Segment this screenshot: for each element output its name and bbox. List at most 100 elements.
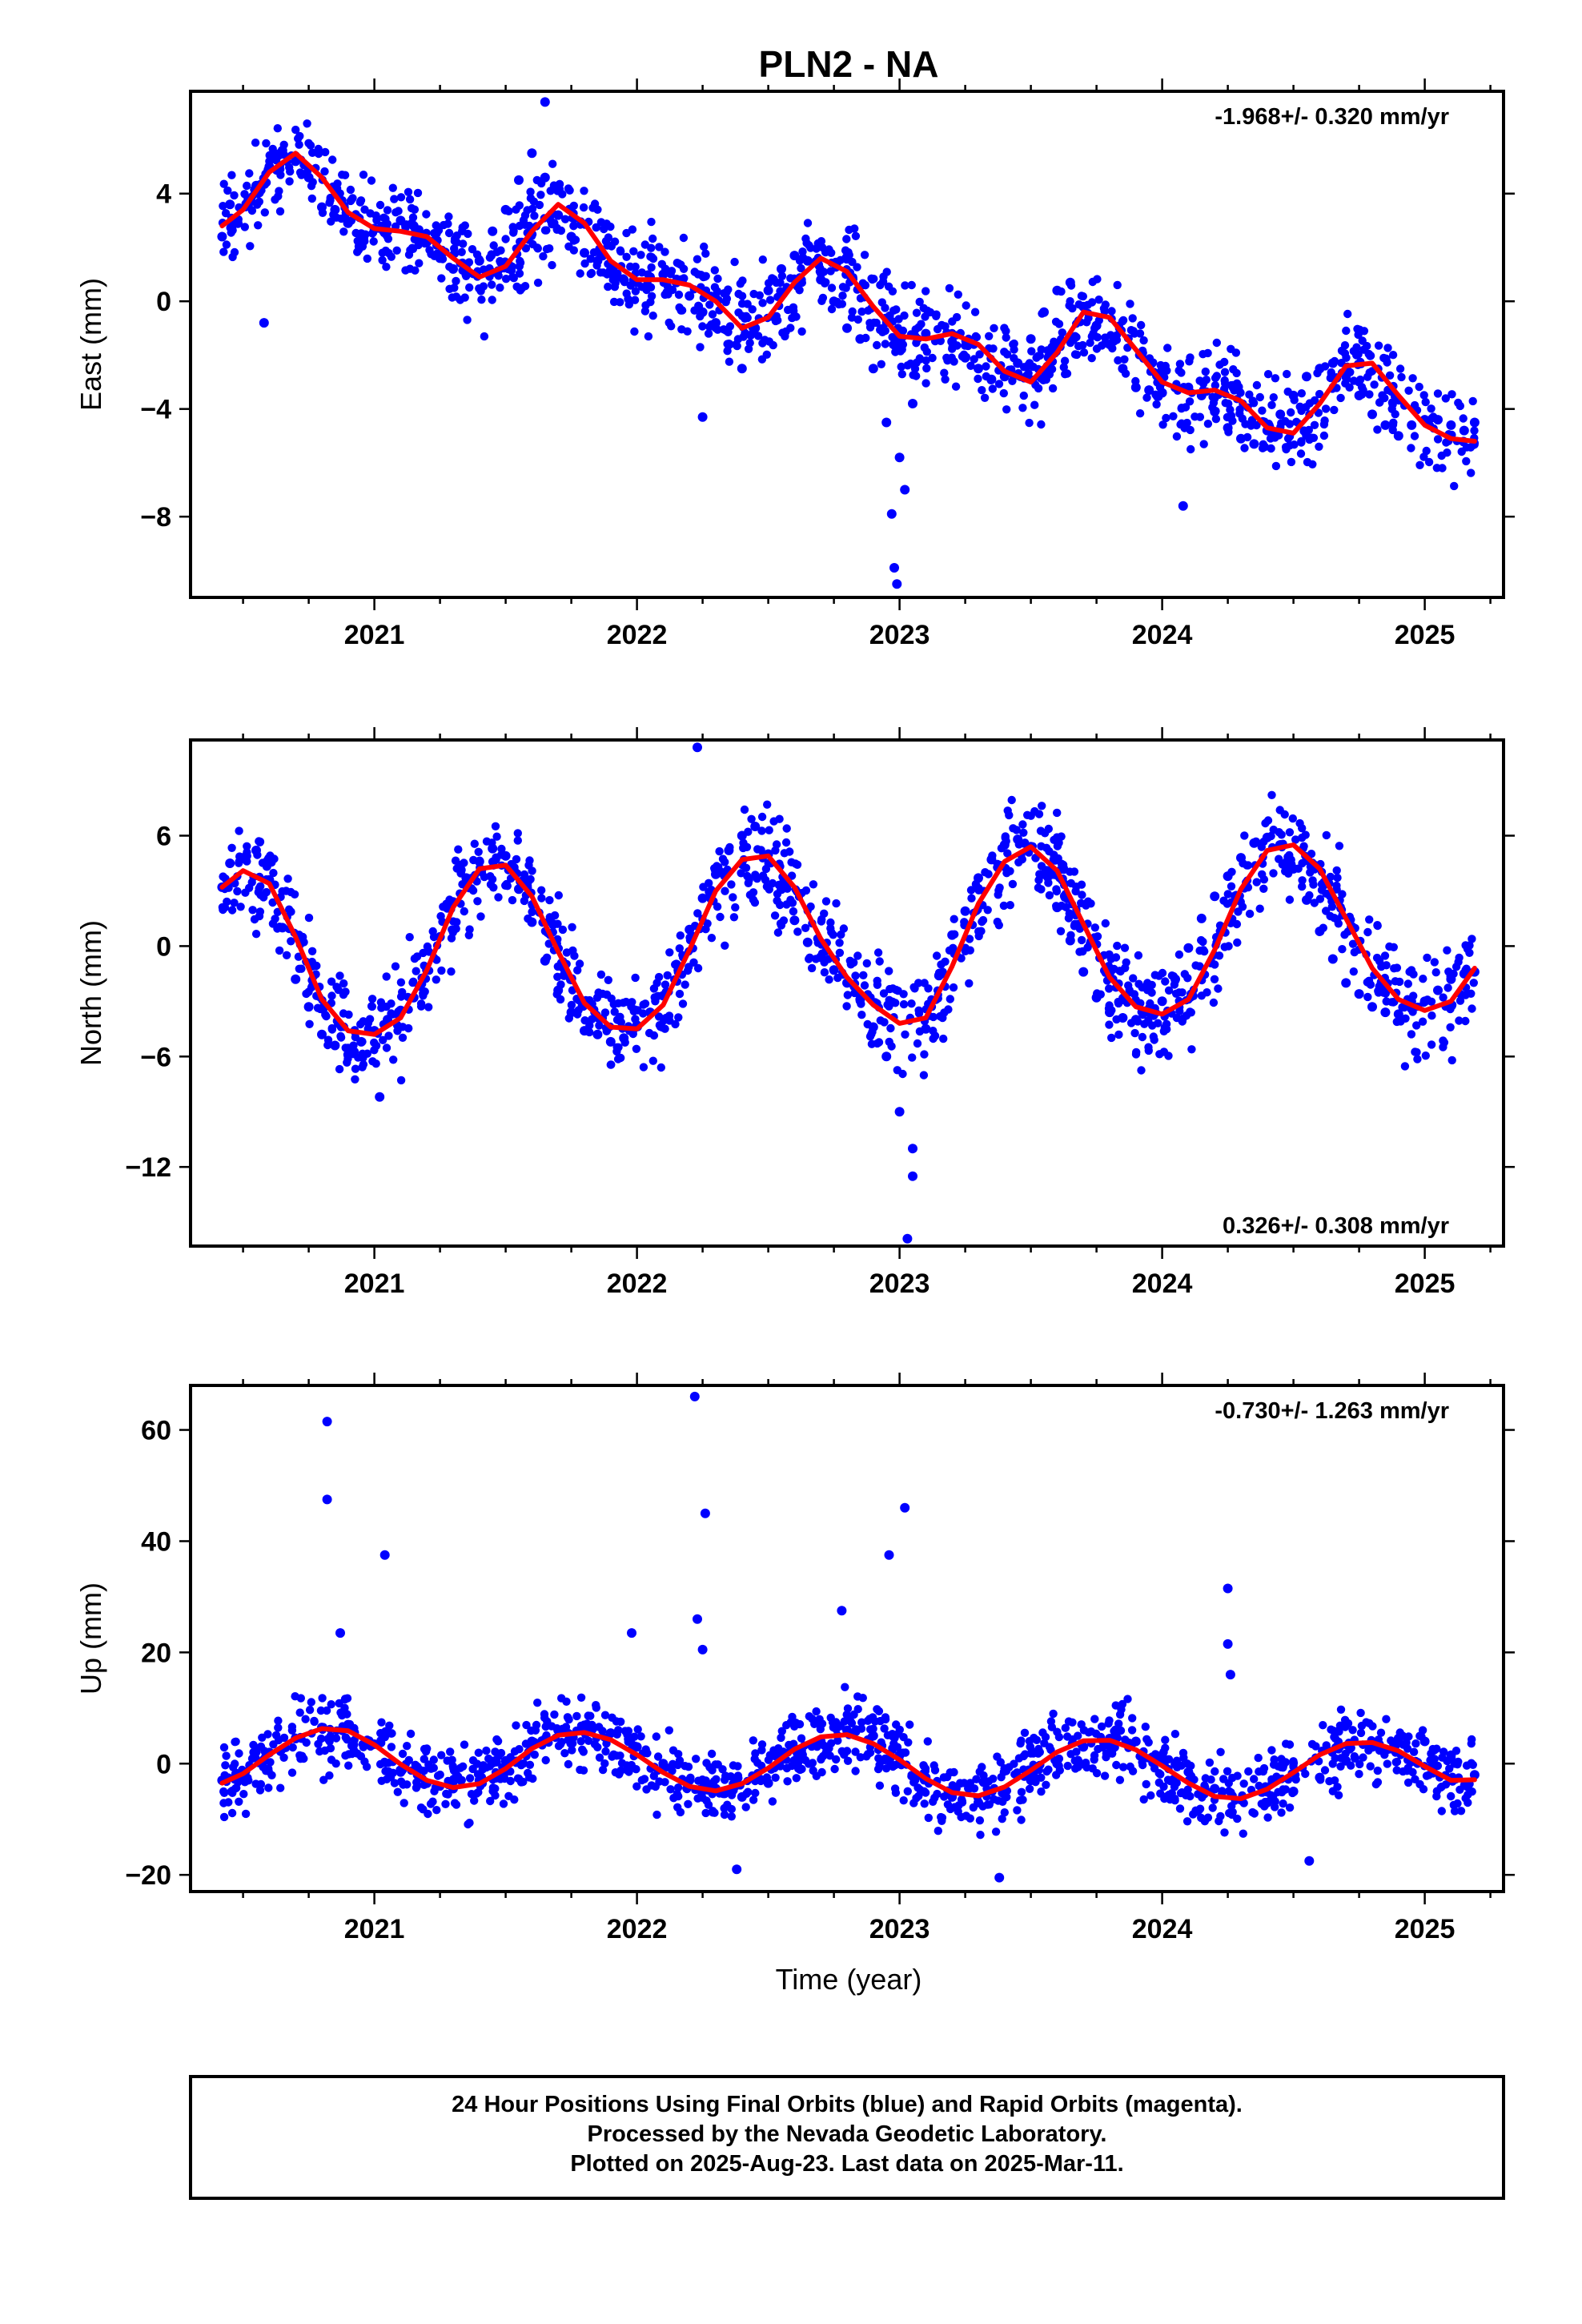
north-data-point — [750, 822, 761, 831]
north-cloud-point — [456, 860, 465, 870]
up-cloud-point — [1139, 1795, 1148, 1804]
north-cloud-point — [488, 875, 497, 884]
east-cloud-point — [1366, 352, 1375, 360]
up-cloud-point — [1166, 1776, 1174, 1786]
up-cloud-point — [990, 1795, 998, 1803]
up-cloud-point — [1341, 1723, 1350, 1731]
east-cloud-point — [837, 300, 847, 308]
up-cloud-point — [344, 1761, 353, 1770]
north-cloud-point — [1220, 943, 1229, 951]
north-cloud-point — [1223, 890, 1233, 899]
north-cloud-point — [892, 985, 901, 995]
up-cloud-point — [1162, 1791, 1172, 1800]
up-cloud-point — [1195, 1804, 1205, 1813]
north-cloud-point — [849, 958, 858, 967]
north-cloud-point — [773, 928, 783, 937]
east-cloud-point — [1370, 380, 1379, 389]
up-cloud-point — [1026, 1743, 1034, 1751]
east-data-point — [724, 340, 734, 349]
north-cloud-point — [1338, 945, 1347, 954]
east-cloud-point — [765, 296, 775, 304]
up-cloud-point — [493, 1737, 503, 1746]
north-cloud-point — [525, 856, 534, 865]
footer-box — [189, 2075, 1505, 2200]
north-cloud-point — [1427, 1040, 1436, 1049]
north-cloud-point — [1150, 971, 1160, 979]
east-cloud-point — [494, 271, 503, 280]
up-cloud-point — [1254, 1753, 1263, 1763]
north-cloud-point — [777, 921, 786, 930]
east-cloud-point — [1172, 432, 1182, 441]
east-cloud-point — [990, 324, 998, 332]
north-cloud-point — [1379, 988, 1388, 997]
north-cloud-point — [1280, 810, 1289, 819]
north-cloud-point — [1243, 861, 1253, 870]
north-cloud-point — [1143, 979, 1152, 987]
east-cloud-point — [274, 191, 283, 201]
up-cloud-point — [1142, 1735, 1151, 1743]
east-cloud-point — [701, 271, 710, 280]
east-cloud-point — [1113, 280, 1122, 290]
east-cloud-point — [622, 252, 631, 261]
up-cloud-point — [1044, 1765, 1053, 1774]
east-cloud-point — [648, 312, 657, 320]
east-cloud-point — [407, 203, 416, 213]
north-cloud-point — [899, 999, 909, 1009]
north-cloud-point — [674, 1013, 683, 1022]
up-cloud-point — [325, 1771, 334, 1780]
up-data-point — [1078, 1742, 1089, 1752]
east-cloud-point — [580, 259, 589, 268]
north-cloud-point — [944, 1005, 953, 1014]
up-cloud-point — [598, 1765, 608, 1775]
north-data-point — [553, 985, 564, 995]
north-cloud-point — [908, 1053, 917, 1062]
north-cloud-point — [287, 937, 295, 946]
north-cloud-point — [610, 1007, 619, 1016]
north-cloud-point — [745, 875, 753, 884]
up-cloud-point — [797, 1734, 806, 1743]
east-data-point — [1026, 334, 1036, 344]
east-cloud-point — [369, 237, 378, 246]
up-cloud-point — [681, 1762, 689, 1771]
up-cloud-point — [1250, 1775, 1259, 1783]
up-x-tick-label: 2022 — [607, 1914, 668, 1944]
east-cloud-point — [1349, 376, 1359, 385]
north-cloud-point — [359, 1060, 368, 1069]
north-cloud-point — [885, 984, 894, 994]
north-cloud-point — [255, 837, 265, 846]
north-cloud-point — [1412, 1021, 1421, 1030]
north-cloud-point — [770, 911, 780, 920]
north-cloud-point — [1019, 828, 1028, 838]
east-cloud-point — [733, 341, 741, 351]
east-cloud-point — [1002, 405, 1011, 414]
up-cloud-point — [601, 1747, 610, 1756]
east-cloud-point — [1421, 397, 1430, 407]
east-cloud-point — [788, 313, 797, 323]
north-cloud-point — [761, 875, 770, 885]
east-cloud-point — [320, 167, 329, 176]
east-data-point — [303, 172, 314, 183]
north-x-tick-label: 2022 — [607, 1269, 668, 1299]
east-cloud-point — [1010, 339, 1018, 348]
up-cloud-point — [783, 1777, 792, 1786]
north-data-point — [816, 952, 826, 963]
east-cloud-point — [457, 247, 466, 256]
up-cloud-point — [1032, 1735, 1042, 1744]
east-cloud-point — [895, 346, 904, 355]
up-rate-label: -0.730+/- 1.263 mm/yr — [1215, 1398, 1449, 1424]
north-cloud-point — [1385, 942, 1394, 951]
north-data-point — [291, 974, 301, 984]
up-cloud-point — [1399, 1767, 1407, 1776]
north-cloud-point — [886, 1023, 895, 1033]
east-cloud-point — [444, 212, 453, 221]
up-cloud-point — [264, 1764, 273, 1773]
east-data-point — [894, 452, 905, 463]
east-cloud-point — [304, 139, 313, 147]
north-data-point — [303, 1002, 314, 1012]
up-cloud-point — [381, 1727, 390, 1736]
up-cloud-point — [1336, 1705, 1346, 1714]
north-cloud-point — [1130, 1028, 1139, 1038]
east-cloud-point — [1410, 400, 1419, 410]
up-data-point — [697, 1644, 708, 1655]
